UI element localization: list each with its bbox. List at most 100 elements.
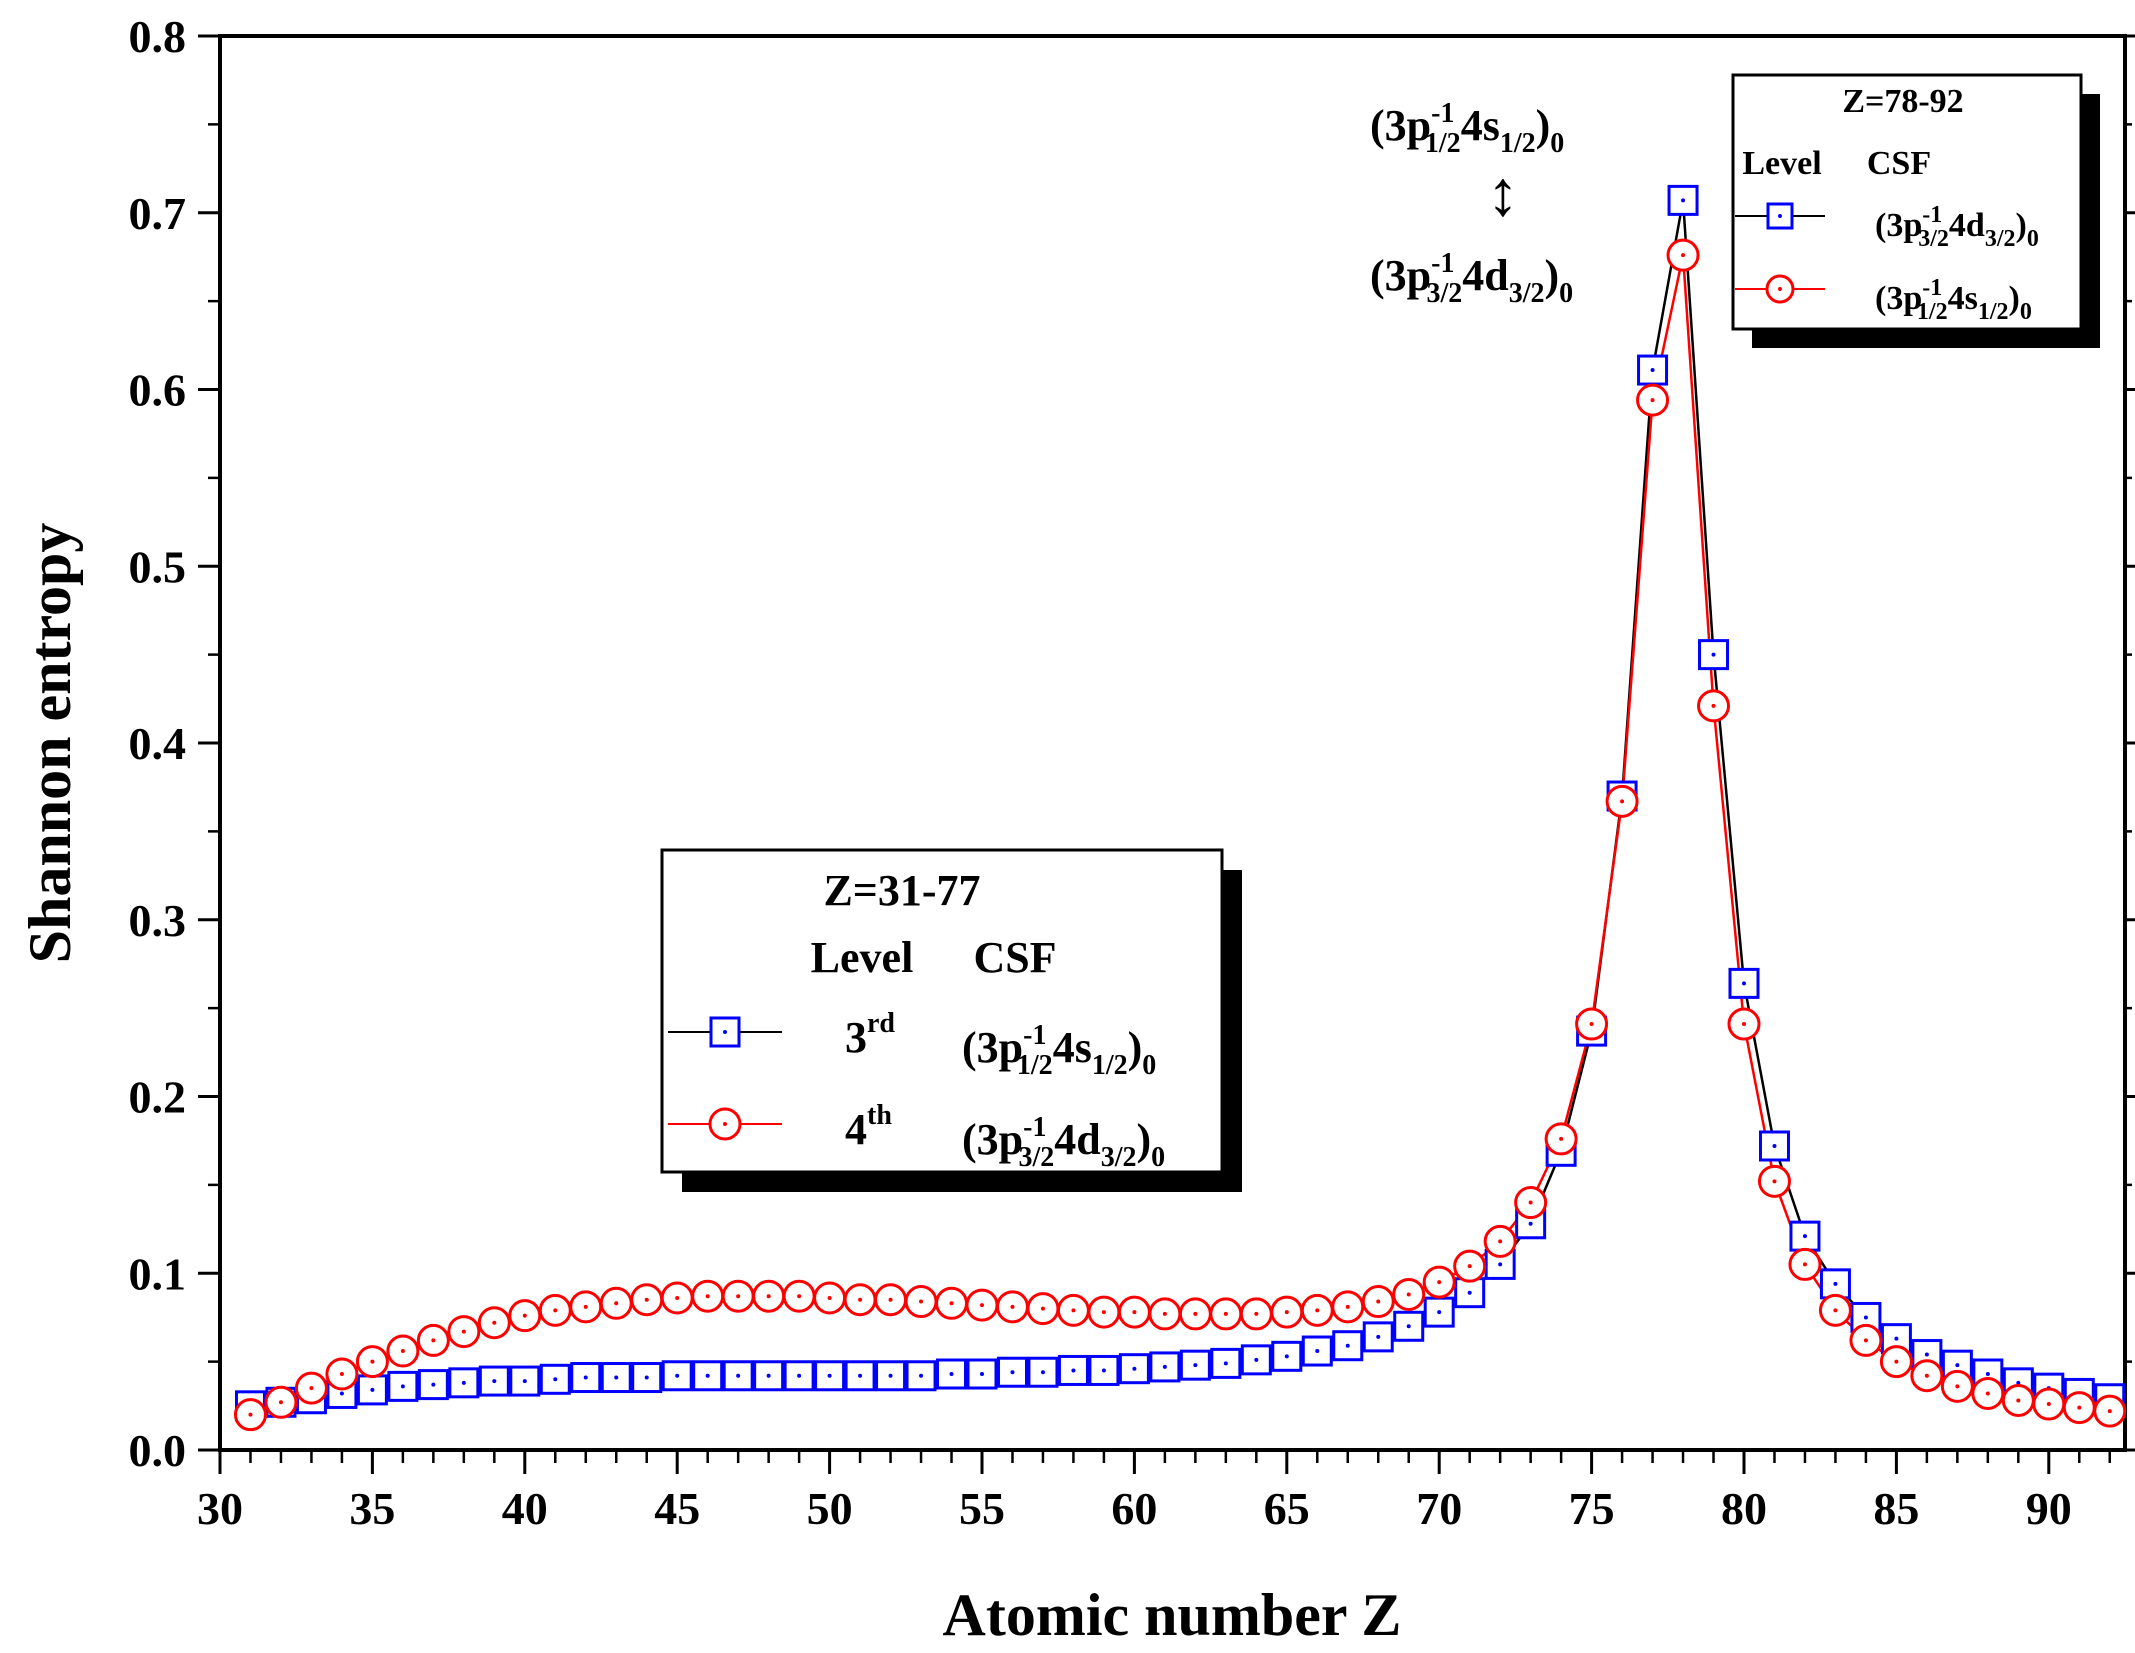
csf-text: ) [2008,280,2019,317]
data-point-center-dot [614,1375,619,1380]
data-point-center-dot [827,1295,832,1300]
legend-left-header-csf: CSF [973,933,1056,982]
data-point-center-dot [980,1371,984,1376]
csf-subscript: 3/2 [1985,226,2016,252]
data-point-center-dot [1376,1299,1381,1304]
x-tick-label: 50 [807,1483,853,1534]
csf-superscript: -1 [1023,1112,1046,1143]
data-point-center-dot [949,1301,954,1306]
data-point-center-dot [919,1299,924,1304]
data-point-center-dot [1528,1221,1533,1226]
data-point-center-dot [1802,1262,1807,1267]
data-point-center-dot [309,1386,314,1391]
csf-subscript: 3/2 [1426,278,1462,309]
legend-left-key-square-dot [723,1030,727,1034]
data-point-square [1179,1349,1211,1381]
x-axis-title: Atomic number Z [943,1582,1402,1648]
data-point-center-dot [1284,1354,1289,1359]
csf-text: 4d [1949,207,1985,244]
annotation-arrow: ↕ [1487,158,1519,229]
csf-subscript: 1/2 [1978,299,2009,325]
data-point-center-dot [736,1294,741,1299]
data-point-square [1332,1330,1364,1362]
data-point-center-dot [644,1375,649,1380]
csf-subscript: 0 [1142,1050,1156,1081]
csf-subscript: 0 [1559,278,1573,309]
csf-subscript: 0 [2027,226,2039,252]
data-point-center-dot [858,1373,863,1378]
legend-right-row1-csf: (3p-1 3/24d3/2)0 [1875,202,2039,252]
data-point-center-dot [1863,1315,1868,1320]
data-point-center-dot [1742,981,1746,986]
legend-left-box [660,848,1224,1174]
y-tick-label: 0.0 [129,1425,187,1476]
data-point-center-dot [1528,1200,1533,1205]
data-point-center-dot [1345,1304,1350,1309]
x-tick-label: 90 [2026,1483,2072,1534]
legend-right-key-circle-dot [1778,287,1782,291]
data-point-center-dot [1193,1311,1198,1316]
data-point-center-dot [1345,1343,1350,1348]
x-tick-label: 55 [959,1483,1005,1534]
y-tick-label: 0.6 [129,365,187,416]
x-tick-label: 35 [349,1483,395,1534]
data-point-center-dot [1772,1143,1777,1148]
legend-left-header-level: Level [811,933,914,982]
data-point-center-dot [583,1304,588,1309]
data-point-center-dot [2107,1409,2112,1414]
data-point-center-dot [400,1349,405,1354]
annotation-top-csf: (3p-1 1/24s1/2)0 [1370,98,1564,159]
csf-text: 4s [1948,280,1978,317]
data-point-center-dot [461,1380,466,1385]
csf-text: ) [1545,251,1560,300]
data-point-center-dot [1376,1334,1381,1339]
data-point-center-dot [1315,1308,1320,1313]
csf-superscript: -1 [1431,98,1453,129]
data-point-square [1423,1296,1455,1328]
x-tick-label: 80 [1721,1483,1767,1534]
data-point-center-dot [1924,1352,1929,1357]
data-point-center-dot [1681,198,1686,203]
data-point-center-dot [1071,1308,1076,1313]
data-point-center-dot [797,1294,802,1299]
data-point-center-dot [1406,1324,1411,1329]
data-point-center-dot [1681,253,1686,258]
data-point-center-dot [1589,1022,1594,1027]
data-point-center-dot [370,1387,375,1392]
data-point-center-dot [1040,1306,1045,1311]
legend-right-row2-csf: (3p-1 1/24s1/2)0 [1875,275,2032,325]
data-point-center-dot [370,1359,375,1364]
csf-subscript: 3/2 [1918,226,1949,252]
csf-subscript: 0 [1550,128,1564,159]
data-point-center-dot [1040,1370,1045,1375]
data-point-center-dot [675,1373,680,1378]
data-point-center-dot [1620,799,1625,804]
data-point-center-dot [492,1379,497,1384]
data-point-square [1362,1321,1394,1353]
data-point-center-dot [1010,1370,1015,1375]
legend-level-ordinal: rd [867,1008,895,1039]
data-point-center-dot [1284,1310,1289,1315]
data-point-center-dot [1223,1361,1228,1366]
data-point-center-dot [2016,1398,2021,1403]
axis-ticks: 30 35 40 45 50 55 60 65 70 75 80 85 900.00.10.20.30.… [129,11,2135,1534]
y-tick-label: 0.1 [129,1248,187,1299]
legend-right-key-square-dot [1778,214,1782,218]
y-tick-label: 0.5 [129,541,187,592]
data-point-center-dot [919,1373,924,1378]
csf-subscript: 3/2 [1509,278,1545,309]
data-point-center-dot [614,1301,619,1306]
csf-text: (3p [1875,280,1922,317]
data-point-center-dot [2046,1402,2051,1407]
data-point-center-dot [766,1373,771,1378]
data-point-center-dot [431,1382,436,1387]
x-tick-label: 60 [1111,1483,1157,1534]
y-tick-label: 0.7 [129,188,187,239]
legend-level-ordinal: th [867,1100,892,1131]
data-point-center-dot [675,1295,680,1300]
data-point-center-dot [827,1373,832,1378]
data-point-center-dot [1772,1179,1777,1184]
x-tick-label: 45 [654,1483,700,1534]
annotation-bottom-csf: (3p-1 3/24d3/2)0 [1370,248,1573,309]
